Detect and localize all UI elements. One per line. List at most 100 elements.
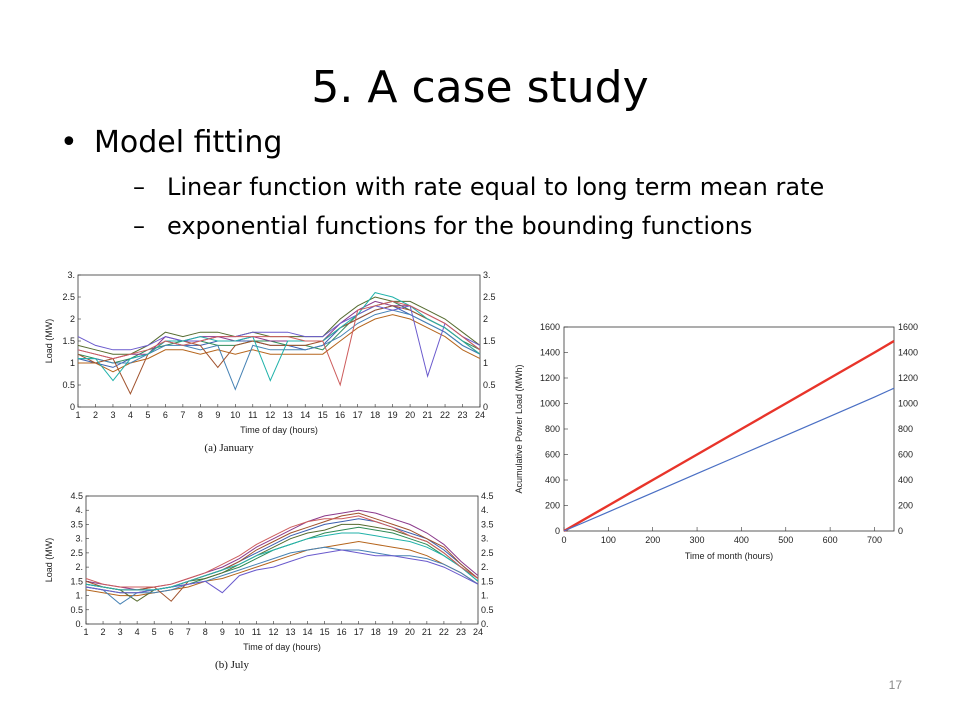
slide-title: 5. A case study [311,62,649,113]
x-tick-label: 15 [318,410,328,420]
series-line [85,515,479,588]
y-axis-label: Load (MW) [44,538,54,583]
july-load-chart: 1 2 3 4 5 6 7 8 9 10 11 12 13 14 15 16 17 18 19 20 21 22 23 240… [44,491,494,671]
x-tick-label: 18 [371,627,381,637]
y-tick-label: 1 [70,358,75,368]
x-tick-label: 2 [93,410,98,420]
y-tick-label: 3.5 [70,519,83,529]
x-tick-label: 9 [215,410,220,420]
y-tick-label: 0.5 [70,605,83,615]
x-tick-label: 24 [475,410,485,420]
series-line [77,305,481,379]
x-tick-label: 11 [252,627,261,637]
x-tick-label: 11 [248,410,257,420]
x-tick-label: 22 [439,627,449,637]
x-tick-label: 17 [354,627,364,637]
dash-marker: – [133,212,145,240]
bullet-dot: • [60,125,78,160]
y-tick-label-right: 0. [481,619,489,629]
x-tick-label: 7 [186,627,191,637]
y-tick-label: 1.5 [70,576,83,586]
y-tick-label: 2.5 [62,292,75,302]
y-tick-label: 1000 [540,399,560,409]
x-tick-label: 700 [867,535,882,545]
y-tick-label: 3. [67,270,75,280]
x-tick-label: 0 [561,535,566,545]
x-tick-label: 14 [300,410,310,420]
series-line [77,305,481,395]
x-tick-label: 21 [422,627,432,637]
y-tick-label: 600 [545,450,560,460]
x-axis-label: Time of month (hours) [685,551,773,561]
x-tick-label: 8 [198,410,203,420]
y-tick-label: 4.5 [70,491,83,501]
y-tick-label-right: 600 [898,450,913,460]
y-tick-label-right: 3. [483,270,491,280]
y-tick-label-right: 1200 [898,373,918,383]
sub-bullet-item: – exponential functions for the bounding … [133,212,752,240]
x-tick-label: 5 [152,627,157,637]
y-tick-label: 400 [545,475,560,485]
sub-bullet-text: Linear function with rate equal to long … [167,173,825,201]
x-tick-label: 9 [220,627,225,637]
y-tick-label-right: 2.5 [483,292,496,302]
x-tick-label: 8 [203,627,208,637]
x-axis-label: Time of day (hours) [240,425,318,435]
y-tick-label-right: 1600 [898,322,918,332]
y-tick-label-right: 200 [898,501,913,511]
y-tick-label-right: 4. [481,505,489,515]
x-tick-label: 20 [405,627,415,637]
y-tick-label: 0 [555,526,560,536]
y-tick-label: 1. [75,591,83,601]
y-axis-label: Load (MW) [44,319,54,364]
y-tick-label: 200 [545,501,560,511]
x-tick-label: 10 [230,410,240,420]
y-tick-label: 0.5 [62,380,75,390]
x-tick-label: 23 [458,410,468,420]
x-tick-label: 13 [283,410,293,420]
x-tick-label: 18 [370,410,380,420]
y-tick-label-right: 1000 [898,399,918,409]
dash-marker: – [133,173,145,201]
x-tick-label: 500 [778,535,793,545]
series-line [563,339,895,533]
series-line [78,314,481,373]
x-tick-label: 100 [601,535,616,545]
x-tick-label: 12 [265,410,275,420]
series-line [85,549,479,594]
x-tick-label: 5 [145,410,150,420]
bullet-text: Model fitting [94,125,283,160]
x-tick-label: 7 [180,410,185,420]
bullet-item: • Model fitting [60,125,282,160]
plot-frame [85,495,479,625]
series-line [78,292,481,382]
x-tick-label: 600 [823,535,838,545]
x-tick-label: 13 [286,627,296,637]
x-tick-label: 6 [169,627,174,637]
series-line [85,532,479,591]
y-tick-label: 0 [70,402,75,412]
x-tick-label: 15 [320,627,330,637]
y-tick-label-right: 0 [483,402,488,412]
y-tick-label: 2.5 [70,548,83,558]
y-tick-label: 1200 [540,373,560,383]
series-line [85,509,479,591]
y-tick-label: 1600 [540,322,560,332]
y-tick-label-right: 2 [483,314,488,324]
x-tick-label: 6 [163,410,168,420]
x-tick-label: 2 [101,627,106,637]
x-tick-label: 12 [268,627,278,637]
x-tick-label: 19 [388,627,398,637]
series-line [77,300,481,387]
y-tick-label: 1400 [540,348,560,358]
y-tick-label: 3. [75,534,83,544]
y-tick-label-right: 3. [481,534,489,544]
y-tick-label: 2. [75,562,83,572]
x-tick-label: 1 [75,410,80,420]
x-tick-label: 22 [440,410,450,420]
x-tick-label: 10 [234,627,244,637]
january-load-chart: 1 2 3 4 5 6 7 8 9 10 11 12 13 14 15 16 17 18 19 20 21 22 23 240… [44,270,496,454]
series-line [85,546,479,605]
chart-caption: (a) January [204,442,254,454]
x-tick-label: 19 [388,410,398,420]
